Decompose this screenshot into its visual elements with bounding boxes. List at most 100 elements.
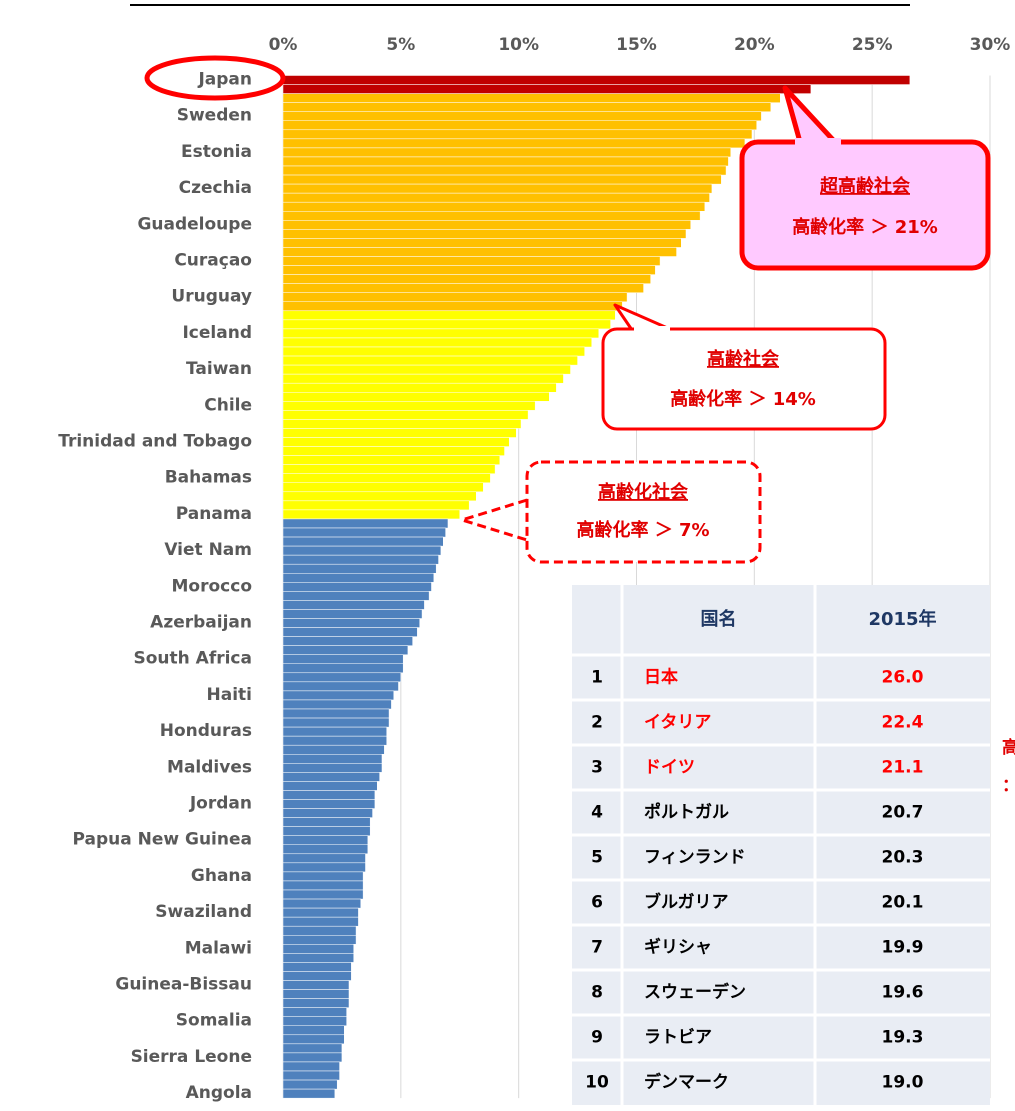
- x-tick-label: 10%: [498, 35, 539, 55]
- y-tick-label: Morocco: [172, 576, 253, 596]
- bars: [282, 75, 911, 1099]
- y-tick-label: Jordan: [189, 794, 252, 814]
- bar: [282, 618, 420, 628]
- bar: [282, 220, 691, 230]
- bar: [282, 509, 460, 520]
- table-value: 26.0: [882, 668, 924, 688]
- y-tick-label: Taiwan: [186, 359, 252, 379]
- annotation-title: 超高齢社会: [820, 175, 910, 197]
- callout-box: [739, 139, 991, 271]
- y-tick-label: Malawi: [185, 938, 252, 958]
- x-tick-label: 5%: [386, 35, 415, 55]
- bar: [282, 763, 383, 773]
- x-tick-label: 20%: [734, 35, 775, 55]
- bar: [282, 192, 710, 203]
- bar: [282, 446, 505, 456]
- y-tick-label: Bahamas: [165, 468, 252, 488]
- table-country: ポルトガル: [644, 802, 729, 823]
- bar: [282, 735, 387, 746]
- bar: [282, 681, 399, 692]
- table-rank: 5: [591, 848, 603, 868]
- y-tick-label: Japan: [197, 70, 252, 90]
- bar: [282, 862, 366, 873]
- bar: [282, 247, 677, 257]
- bar: [282, 138, 746, 149]
- bar: [282, 1016, 347, 1027]
- bar: [282, 174, 722, 185]
- bar: [282, 889, 364, 900]
- bar: [282, 962, 352, 972]
- table-value: 22.4: [882, 713, 924, 733]
- y-tick-label: Chile: [204, 395, 252, 415]
- bar: [282, 907, 359, 918]
- bar: [282, 328, 600, 339]
- bar: [282, 518, 449, 529]
- bar: [282, 898, 362, 909]
- bar: [282, 283, 644, 293]
- callout-box: [525, 460, 762, 564]
- bar: [282, 211, 701, 221]
- bar: [282, 482, 484, 493]
- bar: [282, 663, 404, 674]
- y-tick-label: Czechia: [179, 178, 252, 198]
- bar: [282, 799, 376, 809]
- bar: [282, 591, 430, 601]
- table-value: 20.1: [882, 893, 924, 913]
- bar: [282, 744, 385, 755]
- bar: [282, 1079, 338, 1090]
- bar: [282, 165, 727, 176]
- bar: [282, 382, 557, 393]
- bar: [282, 147, 732, 158]
- y-tick-label: Curaçao: [174, 251, 252, 271]
- y-tick-label: Trinidad and Tobago: [58, 432, 252, 452]
- bar: [282, 310, 616, 321]
- table-rank: 3: [591, 758, 603, 778]
- bar: [282, 183, 713, 194]
- table-header: 2015年: [868, 608, 936, 630]
- table-value: 19.3: [882, 1028, 924, 1048]
- bar: [282, 455, 501, 465]
- y-tick-label: Papua New Guinea: [72, 830, 252, 850]
- side-note: ：: [1002, 776, 1015, 796]
- bar: [282, 1007, 347, 1017]
- bar: [282, 301, 623, 312]
- bar: [282, 102, 772, 112]
- bar: [282, 229, 687, 239]
- bar: [282, 527, 446, 538]
- y-tick-label: Panama: [176, 504, 252, 524]
- bar: [282, 545, 442, 556]
- bar: [282, 989, 350, 999]
- table-country: 日本: [644, 667, 678, 688]
- y-tick-label: Maldives: [167, 757, 252, 777]
- table-value: 19.6: [882, 983, 924, 1003]
- y-tick-label: Honduras: [160, 721, 252, 741]
- bar: [282, 654, 404, 665]
- y-tick-label: Guinea-Bissau: [115, 975, 252, 995]
- bar: [282, 754, 383, 764]
- bar: [282, 690, 395, 701]
- y-tick-label: Estonia: [181, 142, 252, 162]
- bar: [282, 419, 522, 429]
- y-tick-label: Azerbaijan: [150, 613, 252, 633]
- bar: [282, 1088, 336, 1099]
- bar: [282, 708, 390, 719]
- table-country: スウェーデン: [644, 982, 746, 1003]
- bar: [282, 826, 371, 836]
- bar: [282, 600, 425, 610]
- bar: [282, 319, 611, 330]
- table-value: 19.0: [882, 1073, 924, 1093]
- annotation-title: 高齢化社会: [598, 481, 688, 503]
- bar: [282, 428, 517, 438]
- bar: [282, 491, 477, 502]
- bar: [282, 437, 510, 447]
- table-rank: 7: [591, 938, 603, 958]
- bar: [282, 953, 354, 963]
- bar: [282, 998, 350, 1008]
- bar: [282, 129, 753, 140]
- table-bg: [572, 585, 990, 1105]
- bar: [282, 726, 387, 737]
- y-tick-label: Somalia: [176, 1011, 252, 1031]
- bar: [282, 935, 357, 945]
- bar: [282, 980, 350, 990]
